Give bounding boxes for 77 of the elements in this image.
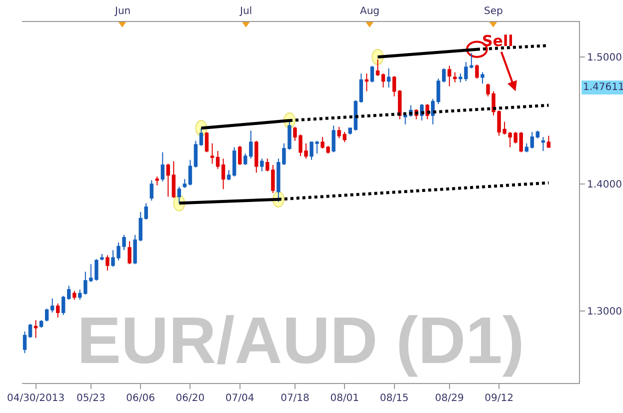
x-tick-label: 06/06 bbox=[126, 393, 155, 404]
candlestick bbox=[221, 158, 226, 190]
candlestick bbox=[232, 146, 236, 177]
x-tick-label: 04/30/2013 bbox=[6, 393, 65, 404]
text: Jun bbox=[114, 6, 131, 17]
candlestick bbox=[238, 145, 242, 166]
candlestick bbox=[28, 323, 32, 338]
candlestick bbox=[39, 320, 44, 328]
candlestick bbox=[524, 142, 528, 153]
candlestick bbox=[546, 135, 551, 148]
candlestick bbox=[530, 131, 534, 149]
candlestick bbox=[254, 140, 258, 174]
candlestick bbox=[67, 285, 71, 300]
candlestick bbox=[260, 158, 264, 172]
x-tick-label: 08/01 bbox=[330, 393, 360, 404]
candlestick bbox=[50, 298, 54, 313]
text: Aug bbox=[360, 6, 380, 17]
x-tick-label: 08/29 bbox=[434, 393, 464, 404]
candlestick bbox=[431, 98, 435, 125]
x-tick-label: 07/18 bbox=[280, 393, 310, 404]
candlestick bbox=[348, 128, 352, 135]
annotation: Sell bbox=[482, 32, 514, 50]
candlestick bbox=[541, 136, 545, 152]
candlestick bbox=[199, 128, 204, 146]
candlestick bbox=[442, 68, 446, 83]
candlestick bbox=[403, 114, 408, 125]
candlestick bbox=[226, 170, 231, 181]
candlestick bbox=[166, 163, 170, 198]
candlestick bbox=[188, 159, 192, 186]
candlestick bbox=[448, 65, 452, 87]
x-tick-label: 09/12 bbox=[484, 393, 514, 404]
candlestick bbox=[100, 253, 104, 261]
candlestick bbox=[22, 331, 27, 354]
candlestick bbox=[56, 303, 60, 318]
candlestick bbox=[216, 150, 220, 170]
candlestick bbox=[376, 59, 380, 77]
candlestick bbox=[370, 65, 374, 83]
candlestick bbox=[194, 140, 198, 168]
candlestick bbox=[359, 72, 364, 104]
candlestick bbox=[453, 72, 457, 83]
candlestick bbox=[381, 72, 386, 88]
candlestick bbox=[364, 72, 369, 92]
candlestick bbox=[332, 125, 336, 153]
candlestick bbox=[536, 130, 540, 139]
candlestick bbox=[249, 130, 253, 160]
candlestick bbox=[106, 254, 110, 272]
candlestick bbox=[244, 153, 248, 166]
text: Sep bbox=[484, 6, 503, 17]
candlestick bbox=[210, 142, 214, 164]
text: 1.47611 bbox=[583, 82, 623, 93]
candlestick bbox=[155, 176, 159, 186]
y-tick-label: 1.5000 bbox=[587, 52, 622, 64]
candlestick bbox=[128, 240, 132, 265]
text: Jul bbox=[239, 6, 252, 17]
x-tick-label: 06/20 bbox=[176, 393, 205, 404]
candlestick bbox=[62, 295, 66, 316]
candlestick bbox=[182, 178, 187, 188]
candlestick bbox=[436, 78, 440, 104]
candlestick bbox=[480, 72, 484, 84]
candlestick bbox=[475, 64, 479, 80]
candlestick bbox=[34, 320, 38, 338]
x-tick-label: 07/04 bbox=[225, 393, 254, 404]
candlestick bbox=[160, 152, 164, 182]
y-tick-label: 1.4000 bbox=[587, 180, 622, 191]
candlestick bbox=[204, 131, 209, 153]
candlestick bbox=[44, 308, 49, 322]
candlestick bbox=[392, 76, 396, 97]
x-tick-label: 05/23 bbox=[76, 393, 106, 404]
candlestick bbox=[177, 186, 182, 204]
y-tick-label: 1.3000 bbox=[587, 306, 622, 318]
candlestick bbox=[386, 68, 391, 88]
candlestick bbox=[150, 180, 154, 202]
candlestick bbox=[172, 160, 176, 199]
candlestick bbox=[72, 290, 76, 300]
candlestick bbox=[337, 126, 341, 139]
x-tick-label: 08/15 bbox=[380, 393, 409, 404]
candlestick bbox=[342, 131, 346, 143]
